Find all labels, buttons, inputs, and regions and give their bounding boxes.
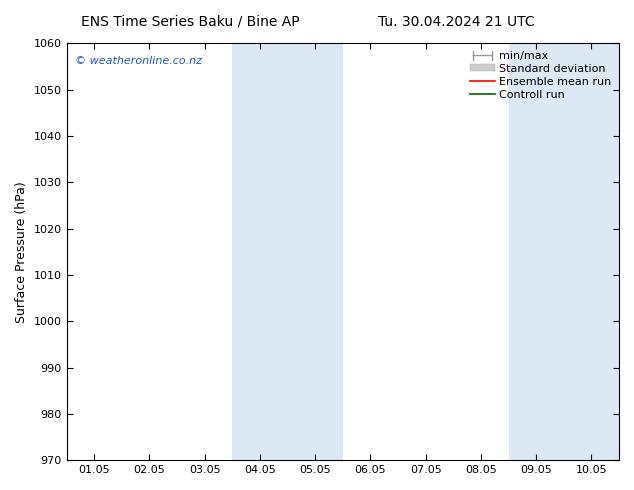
Legend: min/max, Standard deviation, Ensemble mean run, Controll run: min/max, Standard deviation, Ensemble me…: [468, 49, 614, 102]
Text: ENS Time Series Baku / Bine AP: ENS Time Series Baku / Bine AP: [81, 15, 299, 29]
Bar: [564, 44, 634, 460]
Bar: [232, 44, 288, 460]
Bar: [508, 44, 564, 460]
Text: © weatheronline.co.nz: © weatheronline.co.nz: [75, 56, 202, 66]
Y-axis label: Surface Pressure (hPa): Surface Pressure (hPa): [15, 181, 28, 323]
Text: Tu. 30.04.2024 21 UTC: Tu. 30.04.2024 21 UTC: [378, 15, 535, 29]
Bar: [288, 44, 343, 460]
